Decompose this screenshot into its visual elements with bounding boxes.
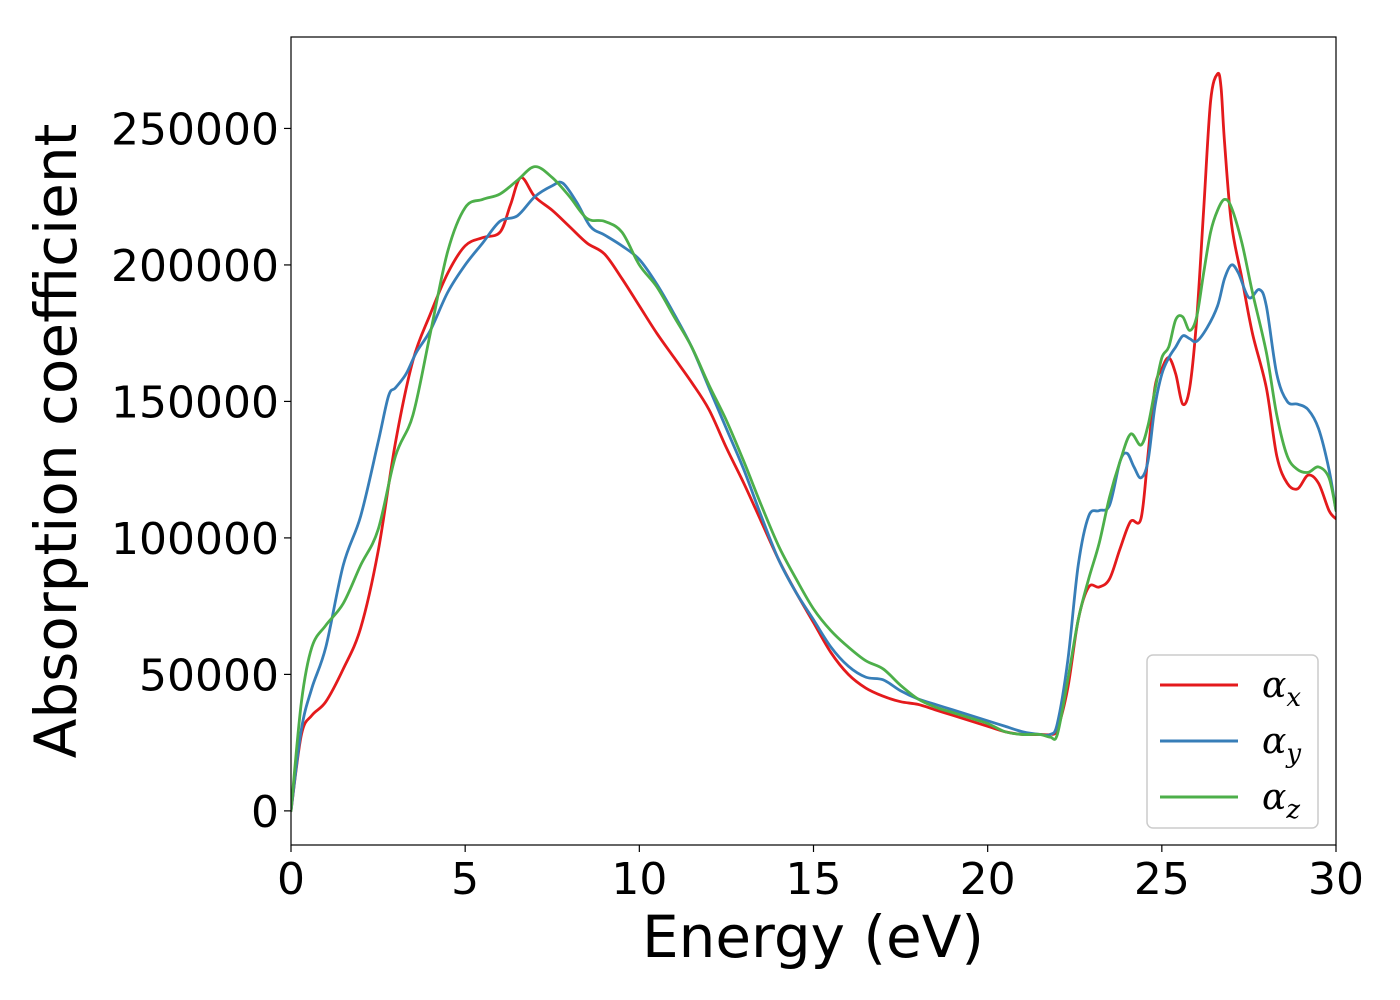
y-tick-label: 0 xyxy=(251,787,279,838)
x-tick-label: 15 xyxy=(786,854,842,905)
series-layer xyxy=(291,71,1336,813)
y-tick-label: 150000 xyxy=(111,377,279,428)
y-axis-title: Absorption coefficient xyxy=(22,124,90,759)
x-tick-label: 20 xyxy=(960,854,1016,905)
x-tick-label: 10 xyxy=(611,854,667,905)
y-tick-label: 100000 xyxy=(111,514,279,565)
x-axis-title: Energy (eV) xyxy=(642,903,984,971)
y-tick-label: 250000 xyxy=(111,104,279,155)
x-tick-label: 5 xyxy=(451,854,479,905)
x-tick-label: 25 xyxy=(1134,854,1190,905)
y-tick-label: 200000 xyxy=(111,241,279,292)
series-line-alpha-z xyxy=(291,165,1336,813)
series-line-alpha-x xyxy=(291,71,1336,813)
y-tick-label: 50000 xyxy=(139,650,279,701)
tick-layer: 0 5 10 15 20 25 30 0 50000 100000 150000 200000 2500… xyxy=(111,104,1364,905)
legend-subscript: y xyxy=(1285,739,1301,769)
legend-subscript: x xyxy=(1286,683,1301,713)
x-tick-label: 0 xyxy=(277,854,305,905)
x-tick-label: 30 xyxy=(1308,854,1364,905)
legend-subscript: z xyxy=(1285,795,1300,825)
plot-frame xyxy=(290,36,1337,846)
